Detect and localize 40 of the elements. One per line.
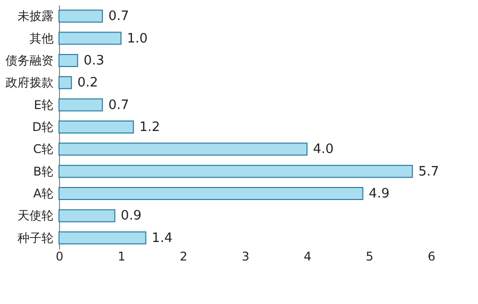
bar: [58, 54, 78, 67]
bar: [58, 76, 72, 90]
bar: [58, 209, 116, 222]
y-tick-label: A轮: [33, 186, 54, 201]
bar: [58, 10, 103, 23]
bar: [58, 98, 103, 112]
y-tick-label: 政府拨款: [6, 76, 54, 90]
y-tick-label: 其他: [30, 31, 54, 46]
data-label: 0.2: [77, 76, 98, 91]
bar: [58, 164, 413, 178]
y-tick-label: B轮: [33, 164, 54, 178]
x-tick-label: 2: [180, 250, 188, 264]
data-label: 1.0: [127, 31, 148, 46]
data-label: 1.4: [152, 230, 172, 246]
data-label: 0.7: [108, 9, 130, 24]
y-tick-label: 天使轮: [18, 208, 54, 223]
x-tick-label: 5: [366, 250, 374, 264]
bar: [58, 120, 134, 134]
y-tick-label: E轮: [34, 98, 54, 112]
y-tick-label: 种子轮: [18, 230, 54, 245]
y-tick-label: 未披露: [18, 9, 54, 24]
y-tick-label: 债务融资: [6, 53, 54, 68]
bar: [58, 142, 308, 156]
data-label: 1.2: [139, 120, 160, 135]
y-tick-label: C轮: [33, 142, 54, 156]
bar: [58, 32, 122, 45]
data-label: 0.7: [108, 98, 130, 113]
bar: [58, 187, 364, 200]
x-tick-label: 1: [118, 250, 126, 264]
x-tick-label: 0: [56, 250, 64, 264]
x-tick-label: 4: [304, 250, 312, 264]
y-tick-label: D轮: [32, 120, 54, 134]
data-label: 0.3: [84, 53, 104, 68]
x-tick-label: 6: [428, 250, 436, 264]
data-label: 4.9: [368, 186, 390, 202]
data-label: 4.0: [313, 142, 334, 158]
data-label: 0.9: [120, 208, 142, 224]
bar: [58, 231, 146, 244]
data-label: 5.7: [418, 164, 440, 180]
x-tick-label: 3: [242, 250, 250, 264]
